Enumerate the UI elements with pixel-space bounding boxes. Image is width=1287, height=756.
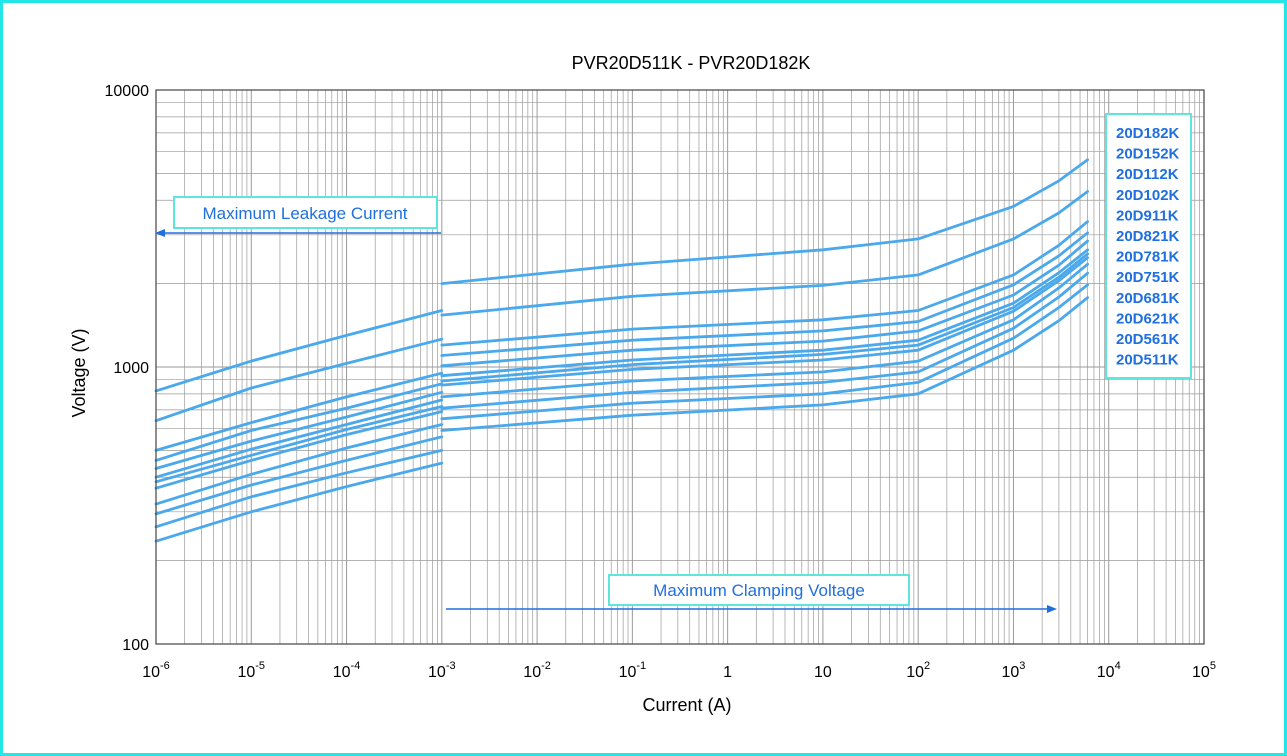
series-line-clamping-20d112k — [440, 220, 1089, 347]
x-tick-label: 102 — [906, 660, 930, 681]
legend-box — [1105, 113, 1192, 379]
y-tick-label: 1000 — [113, 360, 149, 377]
right-arrowhead-icon — [1047, 605, 1057, 613]
legend-entry-20d152k: 20D152K — [1116, 146, 1180, 163]
x-tick-labels: 10-6 10-5 10-4 10-3 10-2 10-1 1 10 102 103 104 105 — [142, 660, 1216, 681]
annotation-clamping-box — [608, 574, 910, 606]
x-tick-label: 10-5 — [237, 660, 265, 681]
x-tick-label: 10 — [814, 664, 832, 681]
legend-entry-20d112k: 20D112K — [1116, 166, 1179, 183]
x-tick-label: 103 — [1001, 660, 1025, 681]
x-tick-label: 104 — [1097, 660, 1121, 681]
x-axis-title: Current (A) — [642, 695, 731, 715]
x-tick-label: 10-4 — [333, 660, 361, 681]
legend-entry-20d911k: 20D911K — [1116, 207, 1179, 224]
series-line-clamping-20d102k — [440, 231, 1089, 357]
legend-entry-20d751k: 20D751K — [1116, 269, 1180, 286]
series-line-leakage-20d681k — [154, 423, 444, 506]
y-axis-title: Voltage (V) — [69, 328, 89, 417]
legend-entry-20d102k: 20D102K — [1116, 187, 1180, 204]
series-line-leakage-20d751k — [154, 410, 444, 490]
series-line-clamping-20d751k — [440, 256, 1089, 387]
series-line-leakage-20d821k — [154, 398, 444, 479]
series-line-clamping-20d821k — [440, 248, 1089, 378]
annotation-leakage-box — [173, 196, 438, 229]
series-lines — [154, 158, 1089, 543]
series-line-leakage-20d911k — [154, 390, 444, 470]
legend-entry-20d781k: 20D781K — [1116, 249, 1180, 266]
series-line-clamping-20d911k — [440, 239, 1089, 368]
annotation-clamping: Maximum Clamping Voltage — [446, 574, 1057, 613]
left-arrowhead-icon — [155, 229, 165, 237]
series-line-clamping-20d182k — [440, 158, 1089, 286]
legend-entry-20d821k: 20D821K — [1116, 228, 1180, 245]
series-line-leakage-20d102k — [154, 382, 444, 462]
x-tick-label: 10-2 — [523, 660, 551, 681]
series-line-leakage-20d112k — [154, 371, 444, 452]
series-line-leakage-20d561k — [154, 448, 444, 529]
legend-entries: 20D182K 20D152K 20D112K 20D102K 20D911K 20D82… — [1116, 125, 1180, 369]
series-line-clamping-20d511k — [440, 296, 1089, 432]
series-line-leakage-20d511k — [154, 461, 444, 543]
series-line-leakage-20d152k — [154, 337, 444, 423]
series-line-clamping-20d781k — [440, 252, 1089, 383]
legend-entry-20d681k: 20D681K — [1116, 290, 1180, 307]
x-tick-label: 10-3 — [428, 660, 456, 681]
legend-entry-20d561k: 20D561K — [1116, 331, 1180, 348]
annotation-leakage: Maximum Leakage Current — [155, 196, 441, 237]
y-tick-labels: 100 1000 10000 — [105, 83, 150, 654]
grid — [155, 90, 1204, 645]
x-tick-label: 105 — [1192, 660, 1216, 681]
series-line-leakage-20d621k — [154, 435, 444, 516]
series-line-clamping-20d681k — [440, 262, 1089, 399]
annotation-clamping-text: Maximum Clamping Voltage — [653, 581, 865, 600]
plot-border — [155, 89, 1205, 645]
series-line-clamping-20d561k — [440, 283, 1089, 421]
series-line-clamping-20d621k — [440, 271, 1089, 410]
series-line-leakage-20d781k — [154, 405, 444, 484]
legend: 20D182K 20D152K 20D112K 20D102K 20D911K 20D82… — [1105, 113, 1192, 379]
x-tick-label: 10-1 — [619, 660, 647, 681]
legend-entry-20d621k: 20D621K — [1116, 310, 1180, 327]
legend-entry-20d511k: 20D511K — [1116, 352, 1179, 369]
series-line-leakage-20d182k — [154, 309, 444, 393]
voltage-current-chart: 10-6 10-5 10-4 10-3 10-2 10-1 1 10 102 103 104 105 … — [69, 53, 1216, 715]
legend-entry-20d182k: 20D182K — [1116, 125, 1180, 142]
annotation-leakage-text: Maximum Leakage Current — [202, 204, 407, 223]
chart-title: PVR20D511K - PVR20D182K — [572, 53, 811, 73]
series-line-clamping-20d152k — [440, 190, 1089, 317]
y-tick-label: 10000 — [105, 83, 150, 100]
x-tick-label: 10-6 — [142, 660, 170, 681]
x-tick-label: 1 — [723, 664, 732, 681]
y-tick-label: 100 — [122, 637, 149, 654]
